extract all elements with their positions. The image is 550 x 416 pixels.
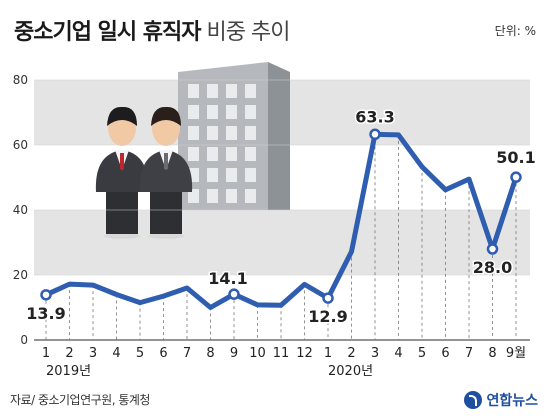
x-tick-label: 2 [347, 346, 355, 361]
title-sub: 비중 추이 [206, 20, 290, 45]
y-tick-label: 20 [13, 268, 28, 282]
y-tick-label: 60 [13, 138, 28, 152]
data-point [510, 171, 522, 183]
data-label: 14.1 [208, 269, 247, 288]
x-tick-label: 11 [273, 346, 290, 361]
data-label: 63.3 [355, 107, 394, 126]
data-label: 28.0 [473, 258, 512, 277]
yonhap-logo-icon [464, 391, 483, 409]
x-tick-label: 5 [418, 346, 426, 361]
x-tick-label: 1 [324, 346, 332, 361]
data-label: 13.9 [26, 304, 65, 323]
x-tick-label: 6 [441, 346, 449, 361]
x-tick-label: 9월 [506, 346, 526, 361]
data-label: 12.9 [308, 307, 347, 326]
y-tick-label: 0 [20, 333, 28, 347]
unit-label: 단위: % [494, 24, 536, 38]
data-point [228, 288, 240, 300]
brand-name: 연합뉴스 [486, 393, 538, 409]
worker-figure [95, 106, 149, 239]
x-tick-label: 12 [296, 346, 313, 361]
x-tick-label: 2 [65, 346, 73, 361]
data-point [322, 292, 334, 304]
y-tick-label: 80 [13, 73, 28, 87]
year-label: 2019년 [46, 364, 91, 379]
data-point [486, 243, 499, 255]
y-tick-label: 40 [13, 203, 28, 217]
data-point [369, 128, 381, 141]
data-point [40, 289, 52, 301]
brand: 연합뉴스 [464, 390, 538, 410]
x-tick-label: 7 [465, 346, 473, 361]
title-main: 중소기업 일시 휴직자 [14, 20, 201, 45]
data-label: 50.1 [496, 148, 535, 167]
worker-figure [139, 106, 193, 239]
x-tick-label: 6 [159, 346, 167, 361]
source-note: 자료/ 중소기업연구원, 통계청 [10, 393, 150, 407]
x-tick-label: 10 [249, 346, 266, 361]
page-title: 중소기업 일시 휴직자 비중 추이 [14, 14, 290, 46]
x-tick-label: 5 [136, 346, 144, 361]
year-label: 2020년 [328, 364, 373, 379]
x-tick-label: 8 [206, 346, 214, 361]
x-tick-label: 3 [371, 346, 379, 361]
x-tick-label: 8 [488, 346, 496, 361]
x-tick-label: 9 [230, 346, 238, 361]
x-tick-label: 7 [183, 346, 191, 361]
x-tick-label: 1 [42, 346, 50, 361]
x-tick-label: 4 [394, 346, 402, 361]
x-tick-label: 4 [112, 346, 120, 361]
x-tick-label: 3 [89, 346, 97, 361]
